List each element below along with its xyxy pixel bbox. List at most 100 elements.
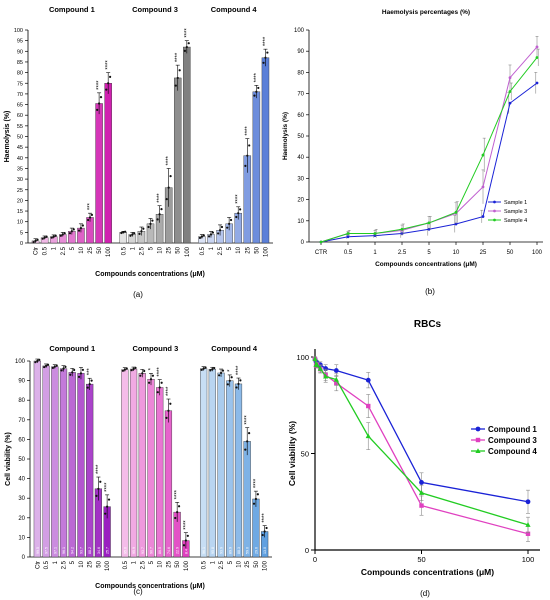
data-point: [88, 383, 91, 386]
x-tick-label: 25: [88, 560, 94, 567]
data-point: [265, 526, 268, 530]
data-point: [64, 365, 67, 368]
significance-label: ****: [105, 482, 111, 492]
y-tick-label: 70: [297, 92, 304, 98]
data-point: [160, 381, 163, 384]
bar-value-label: 88.3: [237, 547, 241, 554]
data-point: [106, 505, 109, 508]
significance-label: ****: [175, 52, 181, 62]
x-tick-label: 1: [53, 560, 59, 564]
data-point: [312, 356, 318, 361]
data-point: [138, 232, 141, 235]
data-point: [481, 215, 485, 218]
data-point: [218, 229, 222, 232]
data-point: [418, 490, 425, 495]
bar: [33, 360, 41, 558]
data-point: [177, 505, 181, 508]
data-point: [209, 233, 213, 236]
data-point: [133, 232, 136, 235]
data-point: [45, 235, 48, 238]
data-point: [63, 232, 66, 235]
data-point: [209, 369, 212, 372]
data-point: [202, 234, 205, 237]
y-tick-label: 10: [17, 220, 23, 226]
data-point: [252, 502, 256, 505]
x-tick-label: 0.5: [344, 250, 353, 256]
significance-label: ****: [166, 155, 172, 165]
bar-value-label: 93.7: [141, 547, 145, 554]
bar: [147, 379, 155, 558]
data-point: [149, 222, 152, 225]
x-tick-label: 5: [149, 560, 155, 564]
x-tick-label: 1: [373, 250, 377, 256]
y-tick-label: 0: [20, 241, 23, 247]
significance-label: ****: [236, 365, 242, 375]
x-tick-label: 5: [228, 560, 234, 564]
y-tick-label: 80: [17, 71, 23, 77]
data-point: [400, 227, 404, 231]
data-point: [38, 358, 41, 361]
bar-value-label: 13.0: [263, 547, 267, 554]
data-point: [256, 493, 259, 496]
x-tick-label: 0.5: [121, 246, 127, 255]
data-point: [323, 366, 329, 371]
x-tick-label: 5: [149, 246, 155, 250]
legend-marker: [493, 209, 496, 213]
data-point: [97, 487, 100, 490]
bar-value-label: 34.6: [97, 547, 101, 554]
bar-value-label: 8.4: [184, 549, 188, 554]
y-tick-label: 60: [297, 113, 304, 119]
data-point: [200, 235, 203, 238]
x-tick-label: 2.5: [61, 246, 67, 255]
data-point: [228, 379, 231, 382]
data-point: [79, 372, 83, 375]
y-tick-label: 40: [17, 156, 23, 162]
data-point: [237, 382, 240, 386]
significance-label: ****: [157, 367, 163, 377]
y-tick-label: 100: [15, 359, 26, 365]
group-title: Compound 3: [132, 344, 178, 353]
x-tick-label: 2.5: [218, 246, 224, 255]
data-point: [70, 230, 73, 233]
significance-label: *: [149, 367, 155, 370]
data-point: [107, 82, 110, 85]
bar-value-label: 88.2: [88, 547, 92, 554]
x-tick-label: 10: [453, 250, 460, 256]
data-point: [123, 368, 126, 371]
x-axis-title: Compounds concentrations (μM): [375, 261, 477, 268]
data-point: [481, 153, 485, 157]
data-point: [50, 236, 53, 239]
bar: [42, 365, 50, 558]
x-tick-label: 100: [184, 560, 190, 571]
data-point: [235, 215, 238, 219]
data-point: [99, 480, 102, 483]
data-point: [254, 497, 258, 501]
data-point: [314, 362, 320, 368]
chart-b: Haemolysis percentages (%) 0 10 20 30 40 50 60 7…: [282, 9, 543, 296]
y-tick-label: 90: [18, 379, 25, 385]
y-tick-label: 65: [17, 103, 23, 109]
bar: [226, 380, 234, 558]
data-point: [156, 218, 159, 221]
bar-value-label: 86.5: [158, 547, 162, 554]
x-tick-label: 50: [97, 246, 103, 253]
data-point: [200, 368, 203, 371]
bar: [234, 383, 243, 558]
data-point: [69, 373, 72, 376]
y-axis-title: Cell viability (%): [287, 421, 297, 486]
y-tick-label: 0: [305, 546, 309, 555]
y-tick-label: 100: [294, 28, 305, 34]
bar-value-label: 89.9: [228, 547, 232, 554]
legend-marker: [475, 437, 481, 443]
y-tick-label: 20: [297, 198, 304, 204]
data-point: [419, 503, 424, 508]
data-point: [99, 95, 103, 99]
data-point: [365, 377, 371, 383]
bar-value-label: 59.0: [246, 547, 250, 554]
legend-label: Sample 4: [504, 218, 527, 224]
data-point: [419, 480, 424, 485]
y-axis-title: Haemolysis (%): [282, 112, 289, 160]
bar-value-label: 22.9: [176, 547, 180, 554]
data-point: [51, 366, 54, 369]
group-title: Compound 1: [49, 5, 95, 14]
